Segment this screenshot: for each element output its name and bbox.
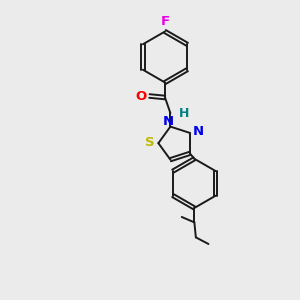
Text: N: N	[193, 125, 204, 138]
Text: S: S	[145, 136, 155, 149]
Text: N: N	[163, 115, 174, 128]
Text: H: H	[179, 106, 189, 120]
Text: F: F	[160, 15, 169, 28]
Text: O: O	[136, 89, 147, 103]
